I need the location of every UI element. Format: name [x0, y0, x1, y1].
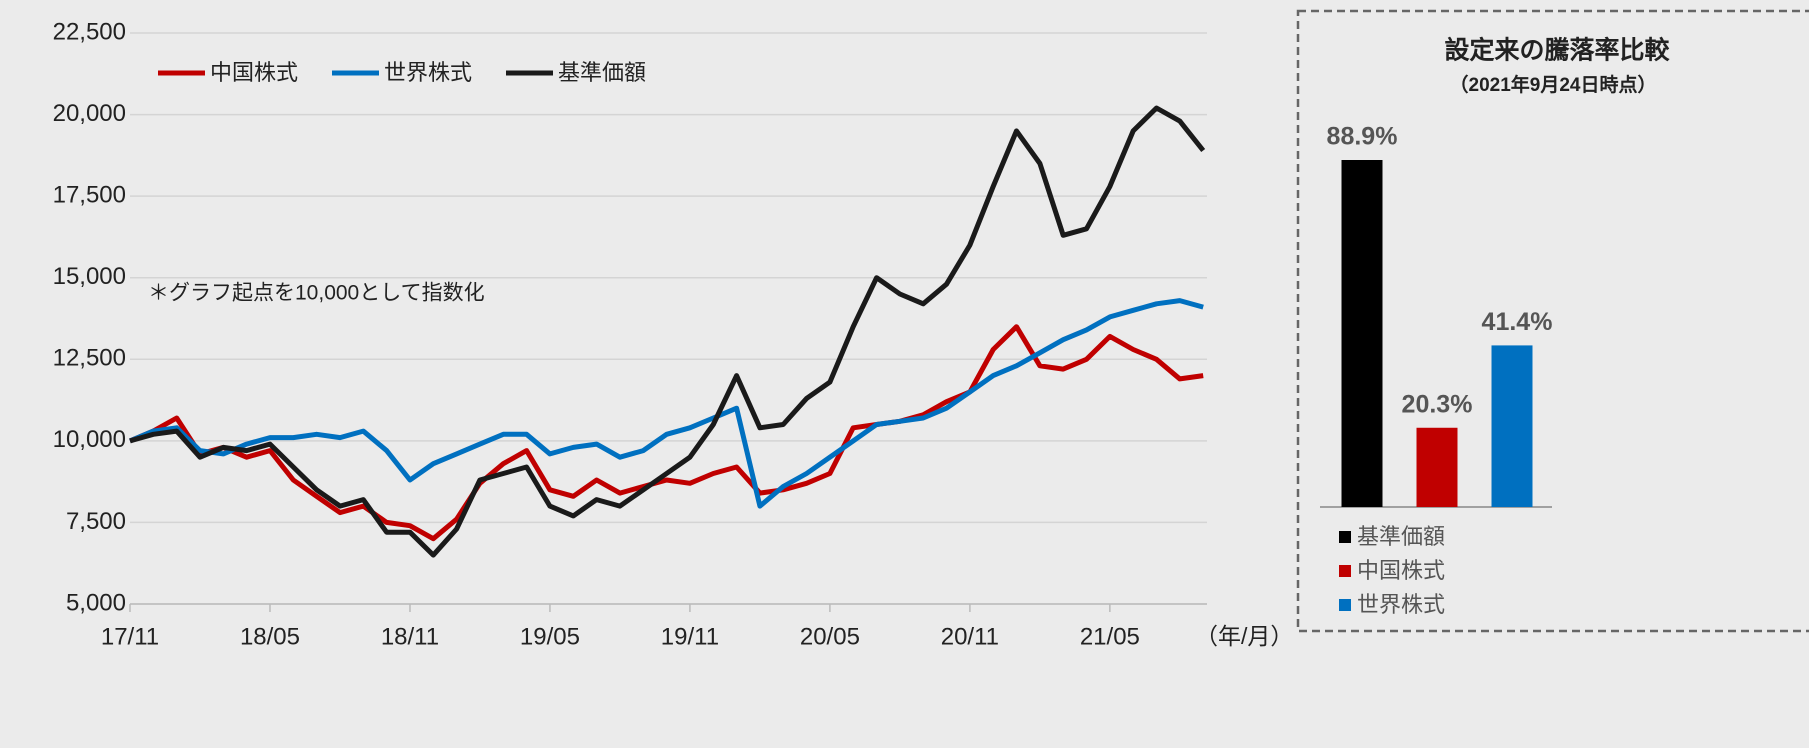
x-tick-label: 19/05: [520, 623, 580, 650]
y-tick-label: 20,000: [53, 100, 126, 127]
x-tick-label: 20/05: [800, 623, 860, 650]
x-tick-label: 19/11: [661, 623, 719, 650]
x-tick-label: 18/11: [381, 623, 439, 650]
bar: [1341, 160, 1383, 507]
bar-value-label: 20.3%: [1402, 390, 1473, 418]
legend-label: 基準価額: [1357, 524, 1445, 549]
annotation: ＊グラフ起点を10,000として指数化: [148, 282, 485, 305]
bar: [1491, 345, 1533, 507]
y-tick-label: 12,500: [53, 345, 126, 372]
legend-label: 世界株式: [384, 60, 472, 85]
legend-label: 中国株式: [1357, 558, 1445, 583]
x-axis-label: （年/月）: [1195, 623, 1293, 649]
bar: [1416, 427, 1458, 507]
bar-title: 設定来の騰落率比較: [1444, 36, 1670, 65]
legend-swatch: [1339, 565, 1351, 577]
legend-label: 世界株式: [1357, 592, 1445, 617]
x-tick-label: 18/05: [240, 623, 300, 650]
panel-border: [1296, 9, 1809, 633]
y-tick-label: 22,500: [53, 18, 126, 45]
series-line: [129, 105, 1206, 558]
legend-label: 基準価額: [558, 60, 646, 85]
bar-value-label: 88.9%: [1327, 123, 1398, 151]
bar-value-label: 41.4%: [1482, 308, 1553, 336]
series-line: [129, 298, 1204, 509]
x-tick-label: 21/05: [1080, 623, 1140, 650]
series-line: [129, 324, 1204, 542]
y-tick-label: 10,000: [53, 426, 126, 453]
legend-label: 中国株式: [210, 60, 298, 85]
y-tick-label: 5,000: [66, 589, 126, 616]
y-tick-label: 7,500: [66, 508, 126, 535]
bar-subtitle: （2021年9月24日時点）: [1450, 73, 1657, 96]
x-tick-label: 17/11: [101, 623, 159, 650]
y-tick-label: 17,500: [53, 181, 126, 208]
y-tick-label: 15,000: [53, 263, 126, 290]
x-tick-label: 20/11: [941, 623, 999, 650]
legend-swatch: [1339, 531, 1351, 543]
legend-swatch: [1339, 599, 1351, 611]
